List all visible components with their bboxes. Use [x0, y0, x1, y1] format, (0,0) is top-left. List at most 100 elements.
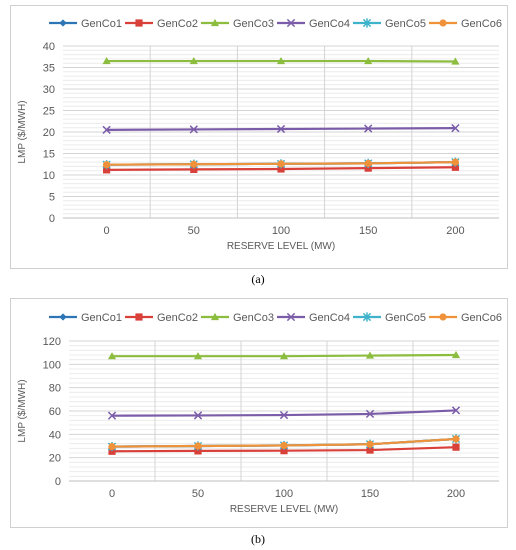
- data-point: [451, 163, 459, 171]
- legend-marker: [210, 312, 220, 321]
- legend-item: GenCo4: [277, 312, 350, 324]
- data-point: [193, 411, 203, 420]
- legend: GenCo1 GenCo2 GenCo3 GenCo4 GenCo5 GenCo6: [49, 18, 502, 30]
- data-point: [277, 165, 285, 173]
- series-genco3: [102, 56, 460, 65]
- data-point: [451, 57, 460, 65]
- data-point: [276, 56, 286, 65]
- data-point: [451, 406, 461, 415]
- legend-label: GenCo6: [461, 18, 502, 30]
- data-point: [107, 352, 117, 360]
- y-tick-label: 0: [49, 213, 55, 225]
- legend-item: GenCo5: [353, 312, 426, 324]
- series-genco6: [108, 435, 460, 451]
- legend-label: GenCo4: [309, 18, 350, 30]
- legend-label: GenCo5: [385, 312, 426, 324]
- data-point: [366, 440, 374, 448]
- y-tick-label: 60: [49, 406, 61, 418]
- data-point: [364, 164, 372, 172]
- y-tick-label: 0: [55, 476, 61, 488]
- y-tick-label: 100: [43, 359, 61, 371]
- data-point: [108, 442, 116, 451]
- y-tick-label: 40: [49, 429, 61, 441]
- legend-item: GenCo3: [201, 18, 274, 30]
- legend-marker: [286, 18, 296, 28]
- data-point: [365, 409, 375, 419]
- legend-marker: [362, 312, 372, 322]
- legend-label: GenCo2: [157, 312, 198, 324]
- data-point: [364, 124, 373, 133]
- legend-label: GenCo1: [81, 18, 122, 30]
- legend-item: GenCo3: [201, 312, 274, 324]
- legend-marker: [286, 312, 296, 322]
- legend-item: GenCo1: [49, 312, 122, 324]
- caption-b: (b): [251, 532, 265, 546]
- data-point: [280, 441, 288, 450]
- series-genco3: [107, 350, 461, 360]
- gridlines: [63, 45, 499, 219]
- y-axis-title: LMP ($/MWH): [17, 100, 28, 163]
- line-chart-b: GenCo1 GenCo2 GenCo3 GenCo4 GenCo5 GenCo6 0 20 4…: [17, 312, 502, 515]
- chart-panel-a: GenCo1 GenCo2 GenCo3 GenCo4 GenCo5 GenCo6 0 5 10…: [10, 5, 508, 269]
- data-point: [279, 352, 289, 360]
- legend-item: GenCo5: [353, 18, 426, 30]
- y-tick-label: 40: [43, 41, 55, 53]
- y-tick-label: 5: [49, 192, 55, 204]
- legend-item: GenCo2: [125, 312, 198, 324]
- data-point: [189, 125, 198, 134]
- x-tick-label: 150: [359, 225, 377, 237]
- data-point: [193, 352, 203, 360]
- data-point: [452, 435, 460, 443]
- data-point: [451, 350, 461, 359]
- data-point: [189, 56, 198, 65]
- x-tick-label: 50: [192, 488, 204, 500]
- data-point: [102, 125, 111, 134]
- x-tick-label: 200: [447, 488, 465, 500]
- y-tick-label: 25: [43, 106, 55, 118]
- x-tick-label: 0: [104, 225, 110, 237]
- legend-marker: [59, 19, 67, 27]
- legend-item: GenCo4: [277, 18, 350, 30]
- legend-marker: [362, 18, 372, 28]
- legend-marker: [439, 19, 447, 27]
- data-point: [190, 160, 198, 168]
- y-tick-label: 120: [43, 336, 61, 348]
- legend-label: GenCo6: [461, 312, 502, 324]
- caption-a: (a): [251, 272, 265, 286]
- y-tick-label: 35: [43, 63, 55, 75]
- legend-marker: [439, 313, 447, 321]
- data-point: [279, 410, 289, 420]
- data-point: [452, 443, 460, 451]
- data-point: [194, 442, 202, 450]
- x-tick-label: 100: [275, 488, 293, 500]
- series-genco4: [102, 123, 460, 134]
- legend-item: GenCo6: [429, 312, 502, 324]
- legend-label: GenCo3: [233, 312, 274, 324]
- legend-marker: [135, 313, 143, 321]
- chart-panel-b: GenCo1 GenCo2 GenCo3 GenCo4 GenCo5 GenCo6 0 20 4…: [10, 298, 508, 528]
- x-axis-title: RESERVE LEVEL (MW): [227, 241, 335, 252]
- y-tick-label: 20: [49, 453, 61, 465]
- data-point: [451, 158, 459, 166]
- legend-item: GenCo2: [125, 18, 198, 30]
- data-point: [364, 56, 373, 65]
- data-point: [365, 351, 375, 359]
- data-point: [280, 447, 288, 455]
- data-point: [103, 166, 111, 174]
- legend-label: GenCo3: [233, 18, 274, 30]
- legend-label: GenCo4: [309, 312, 350, 324]
- legend-label: GenCo5: [385, 18, 426, 30]
- data-point: [366, 446, 374, 454]
- x-tick-label: 200: [446, 225, 464, 237]
- legend-label: GenCo1: [81, 312, 122, 324]
- data-point: [194, 447, 202, 455]
- data-point: [276, 124, 286, 134]
- line-chart-a: GenCo1 GenCo2 GenCo3 GenCo4 GenCo5 GenCo6 0 5 10…: [17, 18, 502, 252]
- series-genco6: [103, 158, 459, 169]
- legend-label: GenCo2: [157, 18, 198, 30]
- series-genco4: [107, 406, 461, 420]
- data-point: [102, 56, 111, 65]
- data-point: [364, 159, 372, 167]
- y-tick-label: 15: [43, 149, 55, 161]
- legend-marker: [135, 19, 143, 27]
